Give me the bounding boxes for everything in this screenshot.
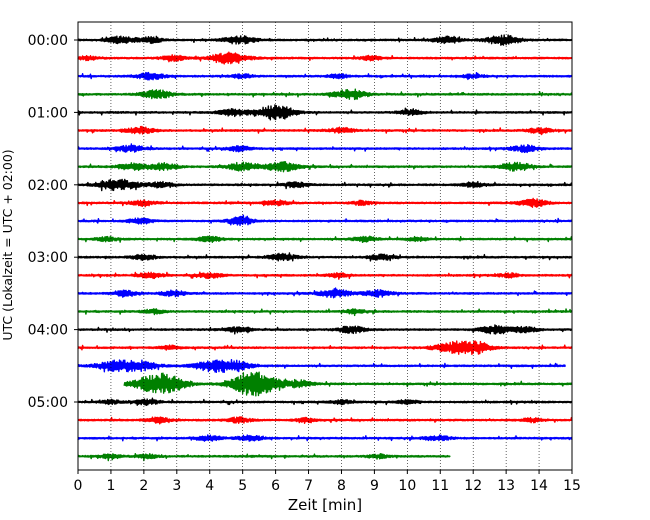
x-tick-label: 6	[271, 478, 280, 494]
y-axis-label: UTC (Lokalzeit = UTC + 02:00)	[0, 149, 15, 340]
x-tick-label: 3	[172, 478, 181, 494]
x-tick-label: 13	[497, 478, 515, 494]
x-axis-label: Zeit [min]	[288, 496, 362, 514]
x-tick-label: 5	[238, 478, 247, 494]
x-tick-label: 10	[398, 478, 416, 494]
x-tick-label: 1	[106, 478, 115, 494]
y-tick-label: 00:00	[28, 33, 68, 49]
x-tick-label: 15	[563, 478, 581, 494]
x-tick-label: 9	[370, 478, 379, 494]
x-tick-label: 2	[139, 478, 148, 494]
y-tick-label: 05:00	[28, 395, 68, 411]
x-tick-label: 0	[74, 478, 83, 494]
x-tick-label: 14	[530, 478, 548, 494]
x-tick-label: 8	[337, 478, 346, 494]
seismogram-trace	[77, 452, 451, 462]
plot-frame	[77, 21, 573, 471]
traces-layer	[77, 34, 573, 462]
x-axis: 0 1 2 3 4 5 6 7 8 9 10 11 12 13 14 15	[74, 470, 581, 494]
x-tick-label: 11	[431, 478, 449, 494]
y-tick-label: 02:00	[28, 178, 68, 194]
x-tick-label: 7	[304, 478, 313, 494]
y-tick-label: 01:00	[28, 105, 68, 121]
y-axis: 00:00 01:00 02:00 03:00 04:00 05:00	[28, 33, 78, 411]
y-tick-label: 04:00	[28, 323, 68, 339]
y-tick-label: 03:00	[28, 250, 68, 266]
x-tick-label: 4	[205, 478, 214, 494]
x-tick-label: 12	[464, 478, 482, 494]
